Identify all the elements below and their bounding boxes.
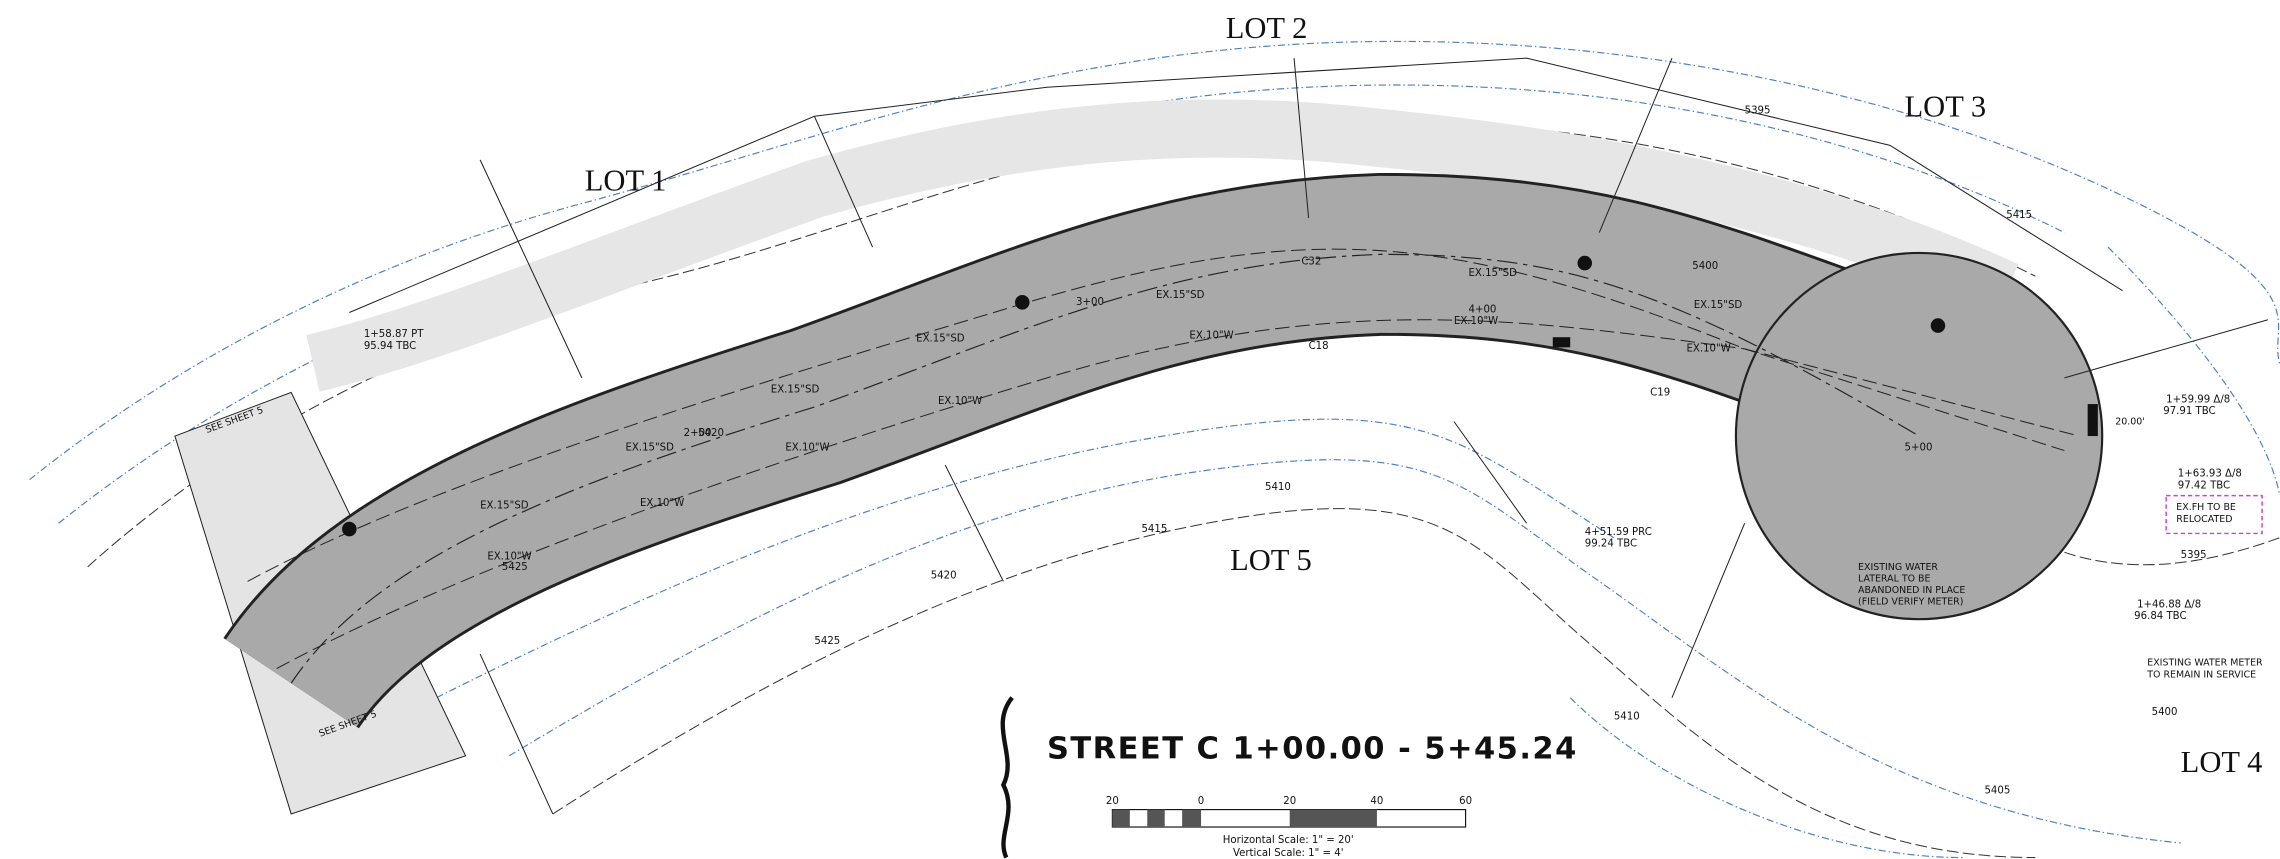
note: EXISTING WATER (1858, 562, 1938, 573)
sheet-title: STREET C 1+00.00 - 5+45.24 (1047, 732, 1578, 767)
station-label: 99.24 TBC (1585, 539, 1637, 550)
contour-label: 5400 (1692, 261, 1718, 272)
station-label: C18 (1309, 341, 1329, 352)
station-label: 97.42 TBC (2178, 480, 2230, 491)
scale-tick: 40 (1370, 796, 1383, 807)
lot-label: LOT 4 (2181, 745, 2263, 779)
note: LATERAL TO BE (1858, 573, 1930, 584)
scale-tick: 0 (1198, 796, 1204, 807)
relocate-box (2165, 494, 2263, 535)
pipe-label: EX.10"W (640, 498, 684, 509)
contour-label: 5395 (2181, 550, 2207, 561)
contour-label: 5395 (1745, 105, 1771, 116)
note: TO REMAIN IN SERVICE (2146, 669, 2256, 680)
scale-note: Vertical Scale: 1" = 4' (1233, 848, 1344, 859)
lot-label: LOT 2 (1226, 11, 1308, 45)
contour-label: 5410 (1614, 711, 1640, 722)
station-label: 4+51.59 PRC (1585, 527, 1652, 538)
station-label: 1+58.87 PT (364, 329, 424, 340)
station-label: 4+00 (1468, 304, 1496, 315)
pipe-label: EX.15"SD (1694, 300, 1743, 311)
station-label: 96.84 TBC (2134, 611, 2186, 622)
station-label: 3+00 (1076, 297, 1104, 308)
contour-label: 5405 (1984, 786, 2010, 797)
station-label: 97.91 TBC (2163, 406, 2215, 417)
scale-bar (1111, 809, 1467, 828)
contour-label: 5400 (2152, 707, 2178, 718)
pipe-label: EX.10"W (785, 443, 829, 454)
pipe-label: EX.10"W (1687, 344, 1731, 355)
note: (FIELD VERIFY METER) (1858, 597, 1963, 608)
scale-tick: 60 (1459, 796, 1472, 807)
pipe-label: EX.10"W (1189, 331, 1233, 342)
station-label: 2+00 (684, 428, 712, 439)
note: EXISTING WATER METER (2147, 658, 2263, 669)
pipe-label: EX.10"W (1454, 316, 1498, 327)
lot-label: LOT 5 (1230, 543, 1312, 577)
pipe-label: EX.15"SD (625, 443, 674, 454)
lot-label: LOT 3 (1905, 89, 1987, 123)
lot-lines (349, 57, 2269, 815)
station-label: C19 (1650, 387, 1670, 398)
note: EX.FH TO BE (2176, 502, 2236, 513)
station-label: 5+00 (1905, 443, 1933, 454)
station-label: 1+59.99 Δ/8 (2166, 395, 2230, 406)
contour-label: 5425 (814, 636, 840, 647)
pipe-label: EX.15"SD (771, 384, 820, 395)
note: ABANDONED IN PLACE (1858, 585, 1965, 596)
contour-label: 5415 (2006, 210, 2032, 221)
contour-label: 5425 (502, 562, 528, 573)
station-label: 1+46.88 Δ/8 (2137, 600, 2201, 611)
pipe-label: EX.15"SD (480, 501, 529, 512)
pipe-label: EX.15"SD (916, 334, 965, 345)
pipe-label: EX.15"SD (1468, 268, 1517, 279)
contour-label: 5420 (698, 428, 724, 439)
scale-tick: 20 (1283, 796, 1296, 807)
scale-note: Horizontal Scale: 1" = 20' (1223, 835, 1354, 846)
contour-label: 5415 (1141, 524, 1167, 535)
pipe-label: EX.10"W (938, 396, 982, 407)
station-label: 1+63.93 Δ/8 (2178, 469, 2242, 480)
contour-label: 5420 (931, 570, 957, 581)
pipe-label: EX.10"W (487, 552, 531, 563)
lot-label: LOT 1 (585, 163, 667, 197)
road (174, 99, 2104, 815)
station-label: 95.94 TBC (364, 341, 416, 352)
scale-tick: 20 (1106, 796, 1119, 807)
north-arrow (1000, 696, 1014, 859)
contour-label: 5410 (1265, 482, 1291, 493)
pipe-label: EX.15"SD (1156, 290, 1205, 301)
station-label: C32 (1301, 257, 1321, 268)
note: RELOCATED (2176, 514, 2232, 525)
note: 20.00' (2115, 416, 2145, 427)
